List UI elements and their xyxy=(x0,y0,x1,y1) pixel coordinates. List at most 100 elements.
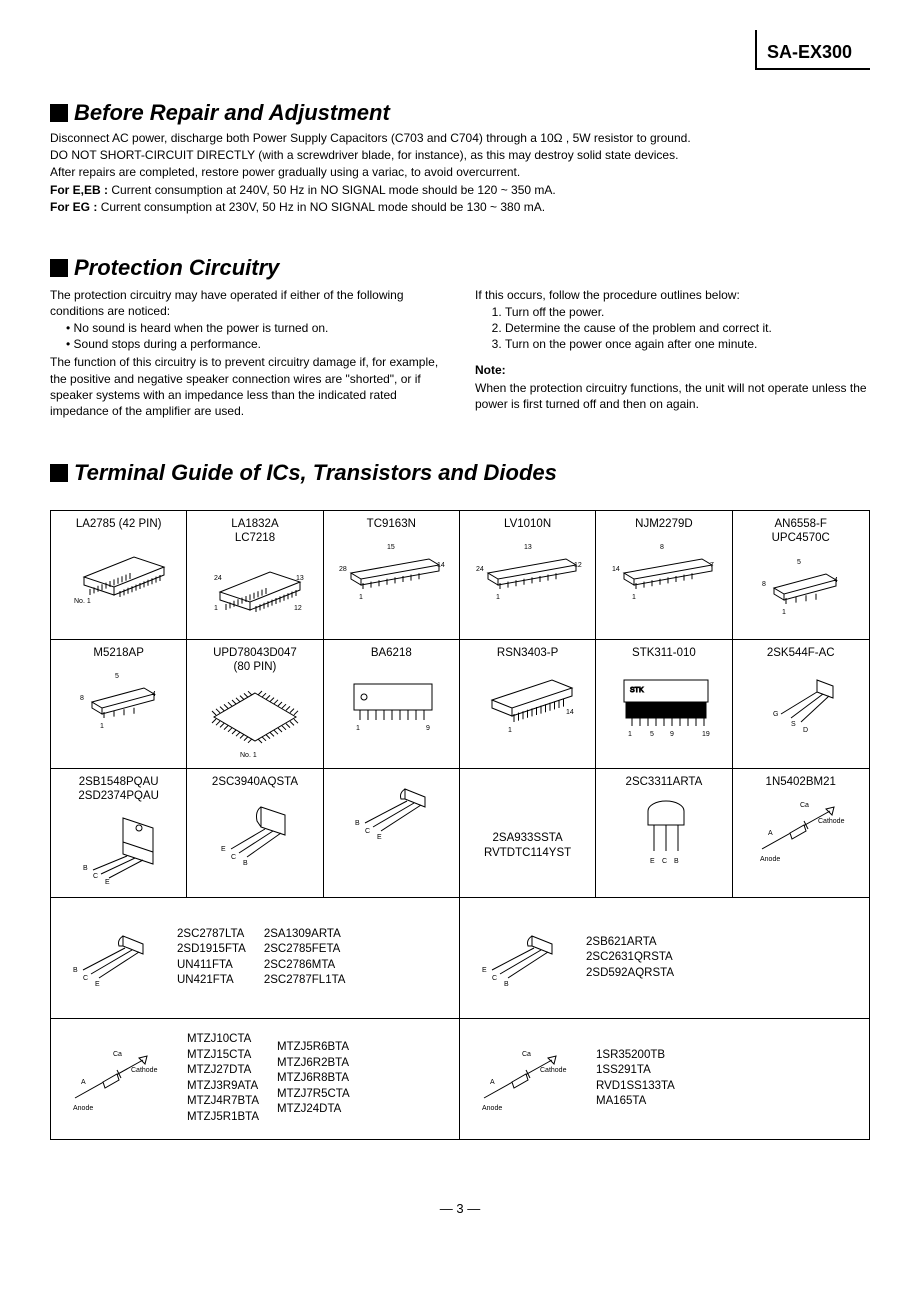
protection-right: If this occurs, follow the procedure out… xyxy=(475,287,870,421)
square-bullet-icon xyxy=(50,464,68,482)
model-tag: SA-EX300 xyxy=(755,30,870,70)
protection-para: The function of this circuitry is to pre… xyxy=(50,354,445,419)
component-label: LV1010N xyxy=(504,517,551,531)
dip-iso-icon: No. 1 xyxy=(64,535,174,605)
diode-icon: Ca Cathode A Anode xyxy=(59,1042,169,1116)
component-diagram: No. 1 xyxy=(64,535,174,605)
component-diagram: E C B xyxy=(205,793,305,871)
dip-flat-icon: 8 14 7 1 xyxy=(606,535,722,605)
grid-cell-wide: Ca Cathode A Anode 1SR35200TB1SS291TARVD… xyxy=(460,1019,869,1139)
before-line-3: For E,EB : Current consumption at 240V, … xyxy=(50,182,870,198)
component-label: LA1832ALC7218 xyxy=(231,517,278,546)
component-diagram: 1 9 xyxy=(336,664,446,734)
svg-text:C: C xyxy=(231,854,236,861)
component-label: 2SC3311ARTA xyxy=(626,775,703,789)
svg-text:9: 9 xyxy=(670,731,674,738)
protection-step-0: Turn off the power. xyxy=(505,304,870,320)
svg-text:C: C xyxy=(662,858,667,865)
component-diagram: B C E xyxy=(69,808,169,886)
component-label: UPD78043D047(80 PIN) xyxy=(213,646,297,675)
svg-text:1: 1 xyxy=(782,609,786,616)
component-diagram: 24 13 1 12 xyxy=(200,550,310,620)
grid-row-2: M5218AP 5 8 4 1 UPD78043D047(80 PIN) No.… xyxy=(51,640,869,769)
component-label: M5218AP xyxy=(93,646,144,660)
grid-cell: B C E xyxy=(324,769,460,897)
grid-cell: 2SK544F-AC G S D xyxy=(733,640,869,768)
grid-cell: 2SC3311ARTA E C B xyxy=(596,769,732,897)
svg-text:12: 12 xyxy=(574,562,582,569)
component-label: NJM2279D xyxy=(635,517,693,531)
svg-text:B: B xyxy=(504,981,509,988)
dip-flat-icon: 13 24 12 1 xyxy=(470,535,586,605)
grid-cell: BA6218 1 9 xyxy=(324,640,460,768)
svg-text:B: B xyxy=(73,967,78,974)
terminal-grid: LA2785 (42 PIN) No. 1 LA1832ALC7218 24 1… xyxy=(50,510,870,1140)
svg-text:1: 1 xyxy=(100,723,104,730)
svg-text:C: C xyxy=(93,873,98,880)
protection-bullet-1: Sound stops during a performance. xyxy=(66,336,445,352)
before-line-0: Disconnect AC power, discharge both Powe… xyxy=(50,130,870,146)
svg-text:Cathode: Cathode xyxy=(818,818,845,825)
svg-text:1: 1 xyxy=(359,594,363,601)
square-bullet-icon xyxy=(50,104,68,122)
component-diagram: B C E xyxy=(59,926,159,990)
sip-black-icon: STK 1 5 9 19 xyxy=(608,664,720,742)
svg-text:No. 1: No. 1 xyxy=(74,598,91,605)
component-label: AN6558-FUPC4570C xyxy=(772,517,830,546)
square-bullet-icon xyxy=(50,259,68,277)
svg-text:Anode: Anode xyxy=(73,1105,93,1112)
svg-text:E: E xyxy=(377,834,382,841)
component-diagram: 5 8 4 1 xyxy=(756,550,846,620)
note-body: When the protection circuitry functions,… xyxy=(475,380,870,412)
grid-cell: NJM2279D 8 14 7 1 xyxy=(596,511,732,639)
component-diagram: No. 1 xyxy=(200,679,310,759)
grid-cell: UPD78043D047(80 PIN) No. 1 xyxy=(187,640,323,768)
svg-text:A: A xyxy=(490,1079,495,1086)
svg-text:14: 14 xyxy=(566,709,574,716)
heading-protection-text: Protection Circuitry xyxy=(74,255,279,280)
to92-iso-icon: B C E xyxy=(341,779,441,843)
svg-text:19: 19 xyxy=(702,731,710,738)
before-line-1: DO NOT SHORT-CIRCUIT DIRECTLY (with a sc… xyxy=(50,147,870,163)
grid-cell: 2SA933SSTARVTDTC114YST xyxy=(460,769,596,897)
component-diagram: 15 28 14 1 xyxy=(333,535,449,605)
svg-text:1: 1 xyxy=(356,725,360,732)
svg-text:B: B xyxy=(243,860,248,867)
component-list: 1SR35200TB1SS291TARVD1SS133TAMA165TA xyxy=(596,1048,675,1110)
grid-cell: RSN3403-P 1 14 xyxy=(460,640,596,768)
svg-text:E: E xyxy=(482,967,487,974)
heading-terminal: Terminal Guide of ICs, Transistors and D… xyxy=(50,458,870,488)
component-label: BA6218 xyxy=(371,646,412,660)
svg-text:8: 8 xyxy=(80,695,84,702)
svg-text:1: 1 xyxy=(496,594,500,601)
component-list: 2SC2787LTA2SD1915FTAUN411FTAUN421FTA xyxy=(177,927,246,989)
component-diagram: 5 8 4 1 xyxy=(74,664,164,734)
grid-cell: LV1010N 13 24 12 1 xyxy=(460,511,596,639)
component-diagram: Ca Cathode A Anode xyxy=(59,1042,169,1116)
grid-row-5: Ca Cathode A Anode MTZJ10CTAMTZJ15CTAMTZ… xyxy=(51,1019,869,1139)
svg-text:S: S xyxy=(791,721,796,728)
grid-cell: 2SC3940AQSTA E C B xyxy=(187,769,323,897)
component-diagram: B C E xyxy=(341,779,441,843)
svg-text:C: C xyxy=(83,975,88,982)
protection-bullets: No sound is heard when the power is turn… xyxy=(66,320,445,352)
svg-text:Ca: Ca xyxy=(113,1051,122,1058)
svg-text:Cathode: Cathode xyxy=(540,1067,567,1074)
svg-text:A: A xyxy=(768,830,773,837)
component-diagram: 8 14 7 1 xyxy=(606,535,722,605)
sip-tab-icon: 1 14 xyxy=(472,664,584,742)
svg-text:E: E xyxy=(95,981,100,988)
heading-before-repair-text: Before Repair and Adjustment xyxy=(74,100,390,125)
svg-text:15: 15 xyxy=(387,544,395,551)
svg-text:5: 5 xyxy=(115,673,119,680)
component-label: LA2785 (42 PIN) xyxy=(76,517,162,531)
svg-text:4: 4 xyxy=(834,577,838,584)
before-line-4: For EG : Current consumption at 230V, 50… xyxy=(50,199,870,215)
protection-step-2: Turn on the power once again after one m… xyxy=(505,336,870,352)
svg-text:B: B xyxy=(83,865,88,872)
svg-text:5: 5 xyxy=(650,731,654,738)
svg-text:9: 9 xyxy=(426,725,430,732)
component-label: 2SA933SSTARVTDTC114YST xyxy=(484,831,571,860)
dip-flat-icon: 5 8 4 1 xyxy=(756,550,846,620)
dip-flat-icon: 15 28 14 1 xyxy=(333,535,449,605)
